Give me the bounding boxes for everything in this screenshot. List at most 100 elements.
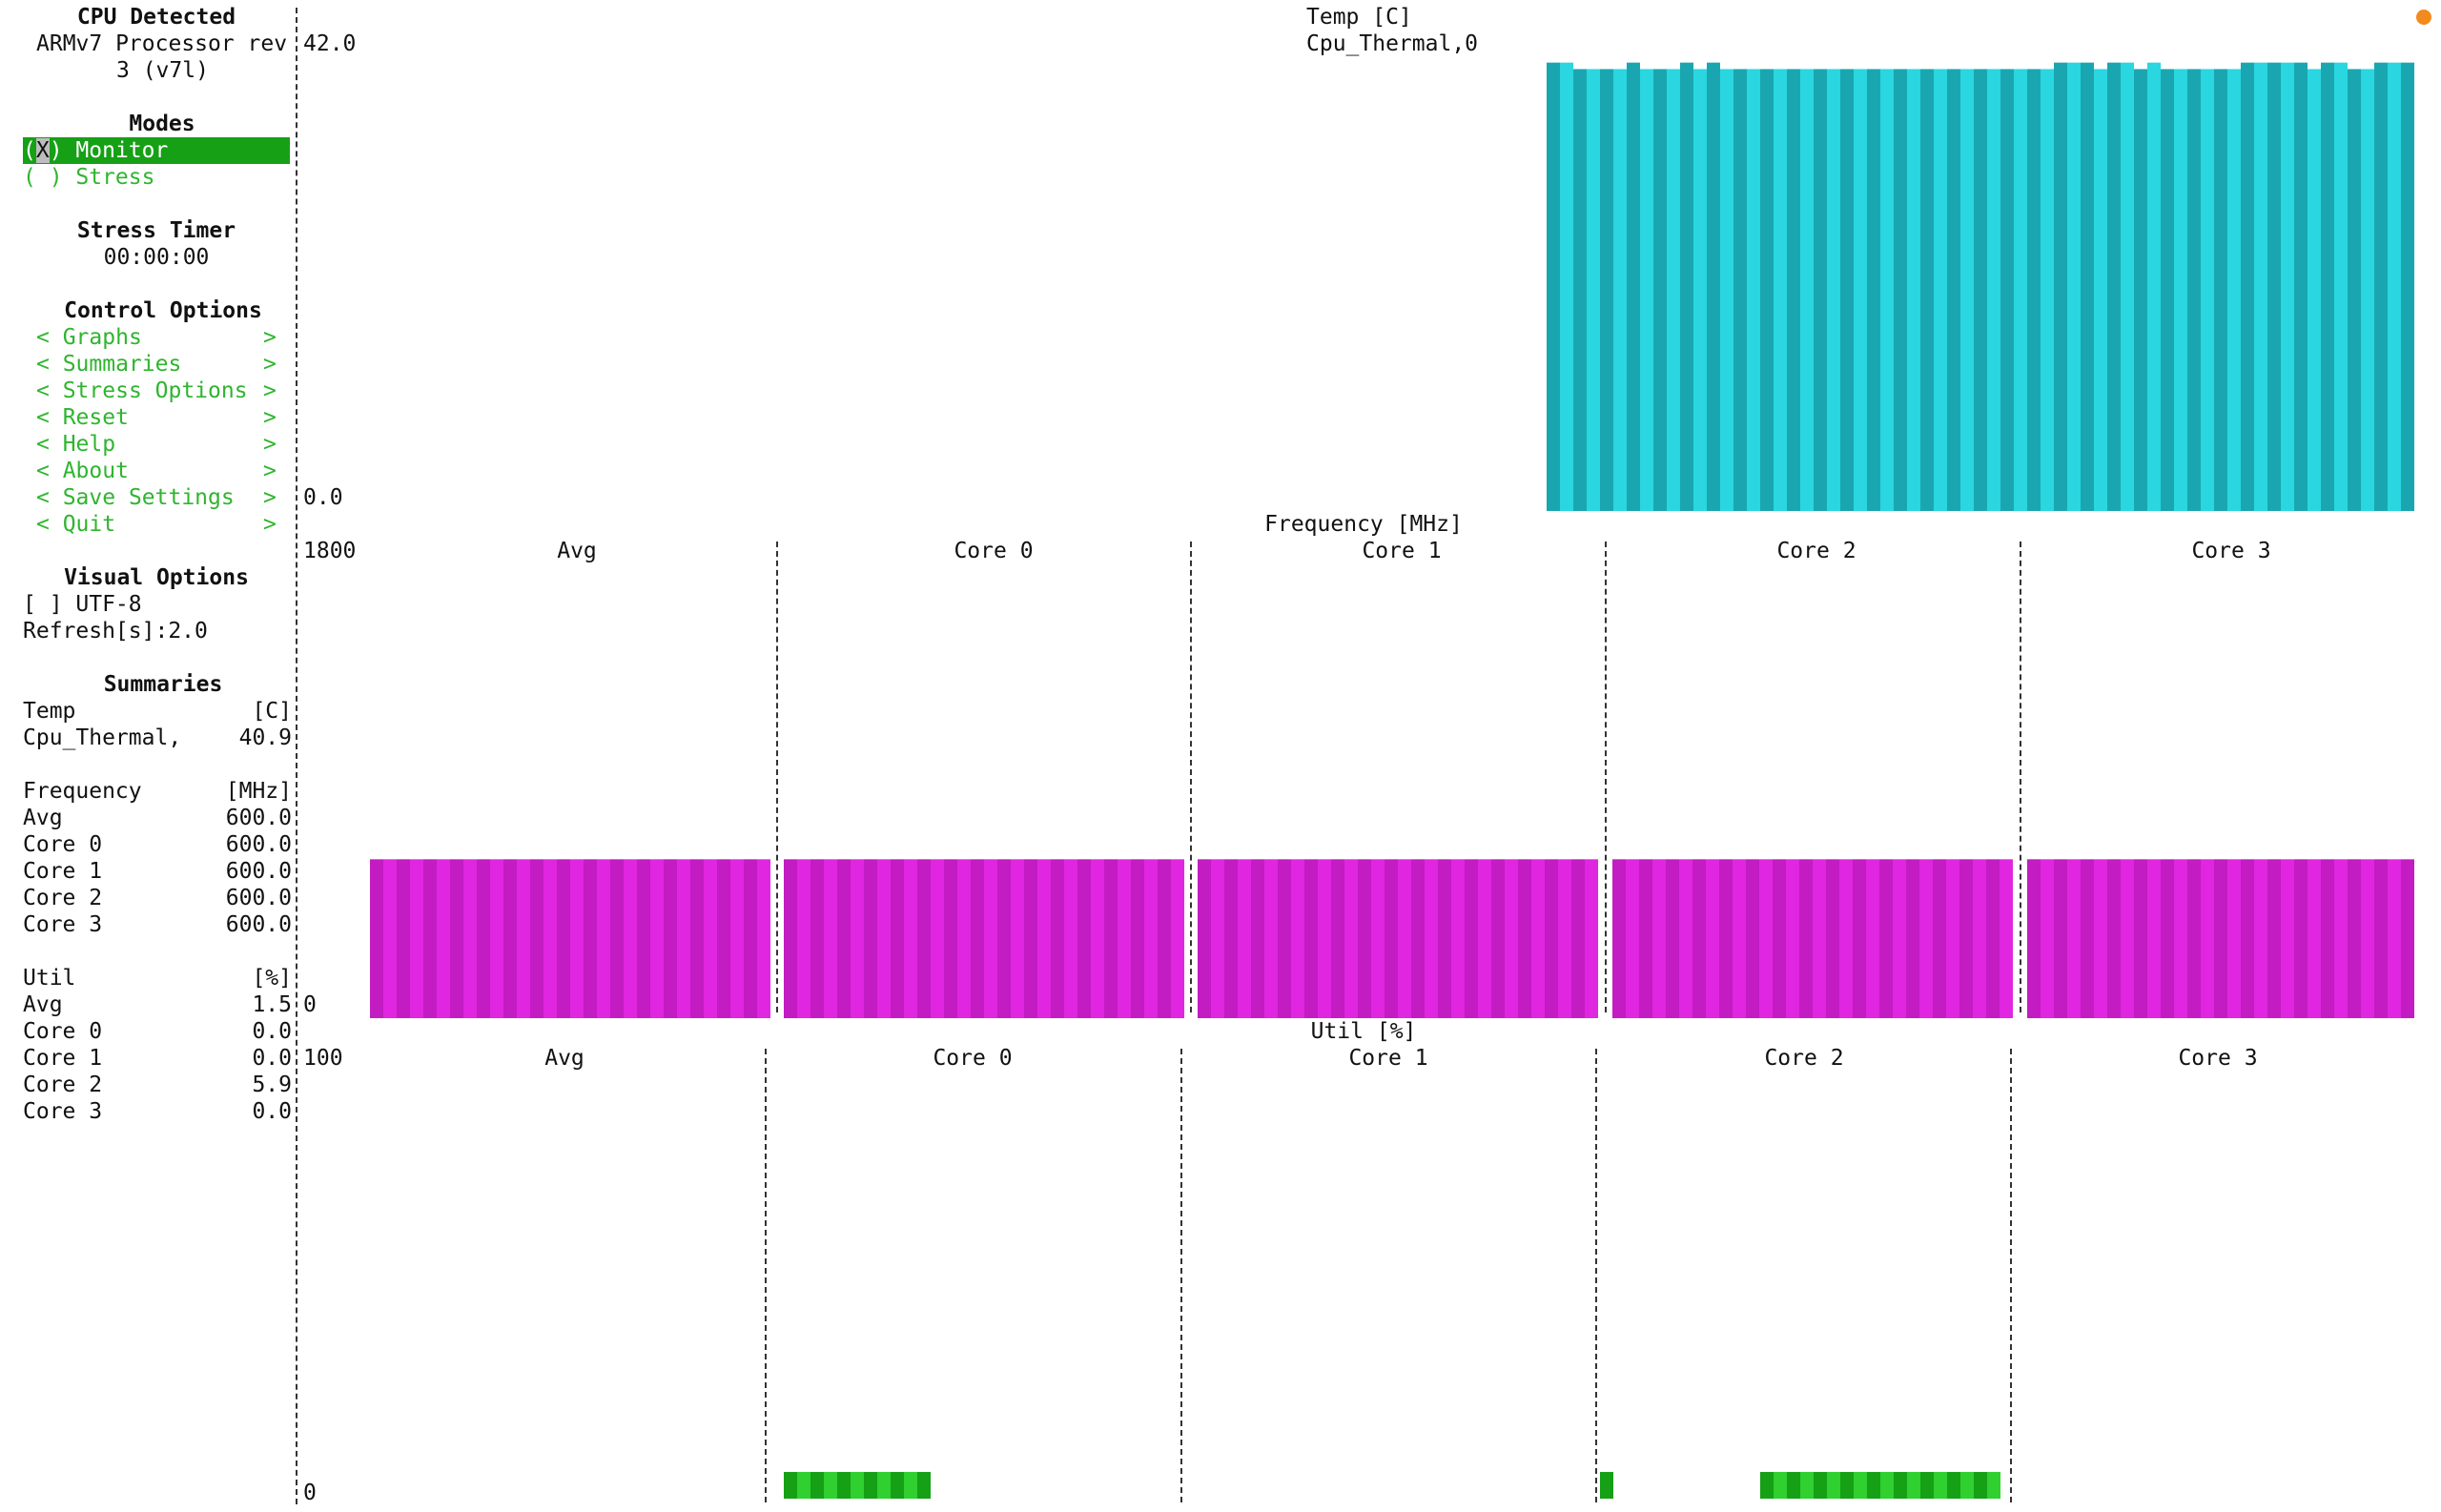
freq-bar [944, 859, 957, 1018]
util-bar [864, 1472, 877, 1499]
util-bar [1960, 1472, 1974, 1499]
control-option-quit[interactable]: < Quit [36, 511, 115, 538]
temp-bar [2321, 62, 2334, 512]
chevron-left-icon: < [36, 485, 63, 510]
freq-bar [1919, 859, 1933, 1018]
temp-bar [2121, 62, 2134, 512]
freq-bar [530, 859, 544, 1018]
freq-bar [1358, 859, 1371, 1018]
mode-monitor-option[interactable]: (X) Monitor [23, 137, 290, 164]
freq-bar [784, 859, 797, 1018]
temp-bar [2134, 69, 2147, 511]
freq-bar [2174, 859, 2187, 1018]
util-bar [1934, 1472, 1947, 1499]
freq-bar [1692, 859, 1706, 1018]
temp-bar [2054, 62, 2067, 512]
control-option-summaries[interactable]: < Summaries [36, 351, 181, 378]
util-bar [1827, 1472, 1840, 1499]
temp-y-max-label: 42.0 [303, 31, 357, 56]
freq-panel-separator [776, 541, 778, 1012]
util-bar [1840, 1472, 1854, 1499]
refresh-rate[interactable]: Refresh[s]:2.0 [23, 619, 208, 644]
mode-monitor-mark: X [35, 138, 50, 163]
freq-bar [730, 859, 744, 1018]
freq-graph-title: Frequency [MHz] [1264, 512, 1463, 537]
mode-stress-option[interactable]: ( ) Stress [23, 165, 155, 190]
freq-y-min-label: 0 [303, 992, 317, 1017]
utf8-option[interactable]: [ ] UTF-8 [23, 592, 142, 617]
temp-bar [2174, 69, 2187, 511]
freq-bar [717, 859, 730, 1018]
temp-bar [2281, 62, 2294, 512]
temp-bar [2308, 69, 2321, 511]
summary-util-row-value: 5.9 [252, 1073, 292, 1097]
freq-panel-separator [1190, 541, 1192, 1012]
freq-panel-label: Avg [557, 539, 597, 563]
summary-util-row-label: Core 1 [23, 1046, 103, 1071]
summary-util-row-value: 1.5 [252, 992, 292, 1017]
util-bar [891, 1472, 904, 1499]
freq-bar [1318, 859, 1331, 1018]
util-bar [1787, 1472, 1800, 1499]
freq-bar [1893, 859, 1906, 1018]
freq-bar [1652, 859, 1666, 1018]
freq-bar [2041, 859, 2054, 1018]
temp-bar [1920, 69, 1934, 511]
temp-bar [2161, 69, 2174, 511]
temp-bar [2094, 69, 2107, 511]
freq-bar [837, 859, 851, 1018]
freq-bar [1118, 859, 1131, 1018]
util-bar [784, 1472, 797, 1499]
control-option-label: Save Settings [62, 485, 235, 510]
temp-bar [2227, 69, 2241, 511]
control-option-about[interactable]: < About [36, 458, 129, 484]
freq-bar [2107, 859, 2121, 1018]
freq-bar [1131, 859, 1144, 1018]
chevron-left-icon: < [36, 432, 63, 457]
stress-timer-title: Stress Timer [76, 218, 236, 243]
control-option-graphs[interactable]: < Graphs [36, 324, 142, 351]
control-option-label: Graphs [62, 325, 142, 350]
summary-util-header-value: [%] [252, 966, 292, 991]
util-panel-label: Core 1 [1348, 1046, 1428, 1071]
util-bar [1907, 1472, 1920, 1499]
freq-bar [797, 859, 810, 1018]
temp-bar [2187, 69, 2201, 511]
control-option-label: Summaries [62, 352, 182, 377]
freq-bar [490, 859, 503, 1018]
freq-bar [1371, 859, 1385, 1018]
freq-panel-label: Core 2 [1776, 539, 1856, 563]
control-option-save-settings[interactable]: < Save Settings [36, 484, 235, 511]
temp-bar [1547, 62, 1560, 512]
freq-bar [1064, 859, 1077, 1018]
freq-panel-label: Core 3 [2191, 539, 2271, 563]
freq-bar [1839, 859, 1853, 1018]
temp-bar [1894, 69, 1907, 511]
control-option-help[interactable]: < Help [36, 431, 115, 458]
util-bar [1760, 1472, 1774, 1499]
freq-bar [1478, 859, 1491, 1018]
freq-bar [610, 859, 624, 1018]
temp-bar [2014, 69, 2027, 511]
util-y-min-label: 0 [303, 1481, 317, 1505]
freq-bar [1879, 859, 1893, 1018]
util-panel-separator [1595, 1049, 1597, 1502]
freq-bar [477, 859, 490, 1018]
temp-bar [1934, 69, 1947, 511]
control-option-stress-options[interactable]: < Stress Options [36, 378, 248, 404]
temp-bar [1707, 62, 1720, 512]
chevron-right-icon: > [263, 378, 277, 403]
summary-freq-row-label: Core 2 [23, 886, 103, 910]
summary-freq-row-value: 600.0 [225, 832, 292, 857]
summary-freq-row-value: 600.0 [225, 912, 292, 937]
util-bar [851, 1472, 864, 1499]
chevron-right-icon: > [263, 325, 277, 350]
temp-bar [1747, 69, 1760, 511]
util-bar [837, 1472, 851, 1499]
freq-bar [1866, 859, 1879, 1018]
control-option-reset[interactable]: < Reset [36, 404, 129, 431]
freq-bar [1465, 859, 1478, 1018]
freq-bar [1491, 859, 1505, 1018]
summary-freq-row-value: 600.0 [225, 886, 292, 910]
summary-freq-row-label: Avg [23, 806, 63, 830]
